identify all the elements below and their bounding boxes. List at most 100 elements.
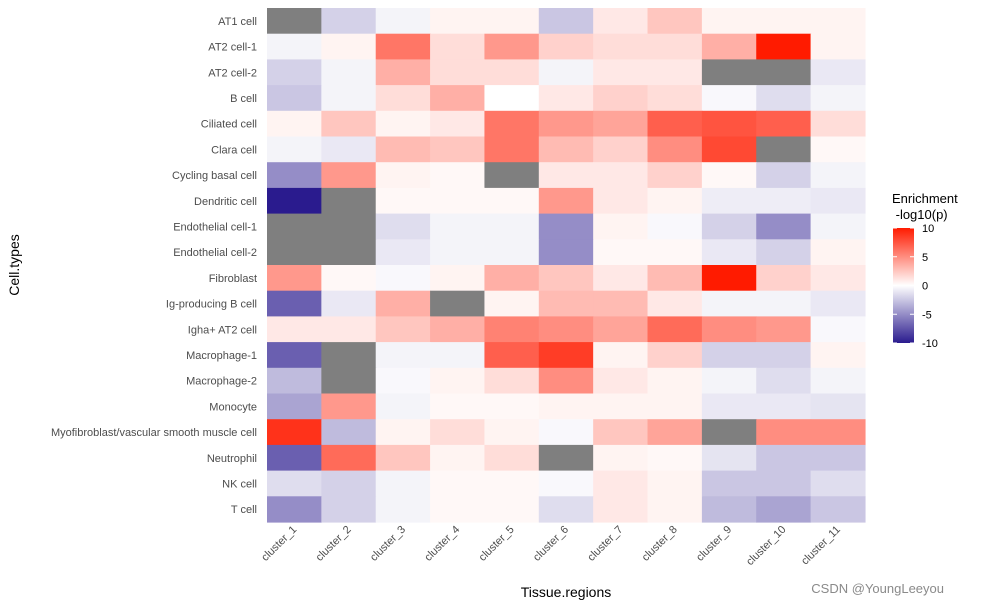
heatmap-cell: [430, 33, 486, 60]
heatmap-cell: [647, 470, 703, 497]
heatmap-cell: [647, 162, 703, 189]
y-tick-label: Macrophage-1: [186, 350, 257, 362]
heatmap-cell: [647, 110, 703, 138]
heatmap-cell: [375, 444, 431, 472]
heatmap-cell: [430, 393, 486, 420]
heatmap-cell: [321, 239, 377, 266]
heatmap-cell: [538, 290, 594, 317]
y-tick-label: Neutrophil: [207, 453, 257, 465]
heatmap-cell: [593, 85, 649, 112]
heatmap-cell: [810, 367, 866, 395]
heatmap-cell: [701, 444, 757, 472]
heatmap-cell: [484, 59, 540, 86]
heatmap-cell: [484, 444, 540, 472]
heatmap-cell: [484, 187, 540, 215]
y-tick-label: Ig-producing B cell: [166, 299, 257, 311]
heatmap-cell: [267, 213, 322, 240]
heatmap-cell: [810, 239, 866, 266]
heatmap-cell: [267, 8, 322, 35]
heatmap-cell: [375, 213, 431, 240]
heatmap-cell: [267, 239, 322, 266]
heatmap-cell: [375, 470, 431, 497]
heatmap-cell: [593, 393, 649, 420]
heatmap-cell: [484, 239, 540, 266]
x-tick-label: cluster_10: [744, 524, 788, 568]
heatmap-cell: [484, 213, 540, 240]
heatmap-cell: [647, 367, 703, 395]
heatmap-cell: [647, 496, 703, 523]
heatmap-cell: [538, 162, 594, 189]
y-tick-label: AT2 cell-1: [208, 42, 257, 54]
x-tick-label: cluster_5: [477, 524, 517, 564]
heatmap-cell: [267, 187, 322, 215]
heatmap-cell: [701, 162, 757, 189]
heatmap-cell: [756, 444, 812, 472]
heatmap-cell: [701, 367, 757, 395]
x-tick-labels: cluster_1 cluster_2 cluster_3 cluster_4 clus…: [259, 524, 843, 568]
heatmap-cell: [321, 187, 377, 215]
heatmap-cell: [484, 8, 540, 35]
heatmap-cell: [593, 187, 649, 215]
heatmap-cell: [321, 393, 377, 420]
heatmap-cell: [538, 419, 594, 446]
heatmap-cell: [375, 265, 431, 292]
x-tick-label: cluster_7: [585, 524, 625, 564]
legend-title-line1: Enrichment: [892, 191, 958, 206]
heatmap-cell: [810, 213, 866, 240]
heatmap-cell: [756, 213, 812, 240]
heatmap-cell: [484, 342, 540, 369]
heatmap-cell: [375, 136, 431, 163]
heatmap-cell: [647, 8, 703, 35]
legend-tick-label: 5: [922, 252, 928, 264]
heatmap-cell: [756, 136, 812, 163]
y-tick-label: Endothelial cell-1: [173, 221, 257, 233]
legend-tick-label: 10: [922, 223, 934, 235]
heatmap-cell: [756, 85, 812, 112]
heatmap-cell: [321, 342, 377, 369]
heatmap-cell: [321, 33, 377, 60]
heatmap-cell: [593, 213, 649, 240]
heatmap-cell: [267, 496, 322, 523]
heatmap-cell: [375, 8, 431, 35]
heatmap-cell: [647, 239, 703, 266]
heatmap-cell: [538, 316, 594, 343]
heatmap-cell: [484, 162, 540, 189]
heatmap-cell: [647, 136, 703, 163]
heatmap-cell: [756, 110, 812, 138]
heatmap-cell: [701, 110, 757, 138]
heatmap-cell: [701, 290, 757, 317]
heatmap-cell: [593, 265, 649, 292]
heatmap-cell: [756, 290, 812, 317]
heatmap-cell: [321, 367, 377, 395]
heatmap-cell: [267, 342, 322, 369]
heatmap-cell: [593, 444, 649, 472]
heatmap-cell: [810, 136, 866, 163]
heatmap-cell: [810, 316, 866, 343]
heatmap-cell: [538, 265, 594, 292]
heatmap-cell: [647, 187, 703, 215]
watermark: CSDN @YoungLeeyou: [811, 581, 944, 596]
heatmap-cell: [593, 110, 649, 138]
heatmap-cell: [701, 187, 757, 215]
heatmap-cell: [484, 470, 540, 497]
heatmap-cell: [375, 187, 431, 215]
x-tick-label: cluster_8: [640, 524, 680, 564]
heatmap-cell: [484, 316, 540, 343]
heatmap-cell: [484, 33, 540, 60]
y-tick-label: Macrophage-2: [186, 376, 257, 388]
heatmap-cell: [375, 59, 431, 86]
heatmap-cell: [756, 8, 812, 35]
heatmap-cell: [538, 367, 594, 395]
heatmap-cell: [375, 342, 431, 369]
heatmap-cell: [321, 8, 377, 35]
heatmap-cell: [538, 496, 594, 523]
heatmap-cell: [756, 265, 812, 292]
x-tick-label: cluster_9: [694, 524, 734, 564]
y-tick-label: Igha+ AT2 cell: [188, 324, 257, 336]
heatmap-cell: [593, 8, 649, 35]
legend-tick-label: -5: [922, 309, 932, 321]
heatmap-cell: [375, 419, 431, 446]
heatmap-cell: [810, 110, 866, 138]
heatmap-cell: [267, 110, 322, 138]
heatmap-cell: [267, 316, 322, 343]
